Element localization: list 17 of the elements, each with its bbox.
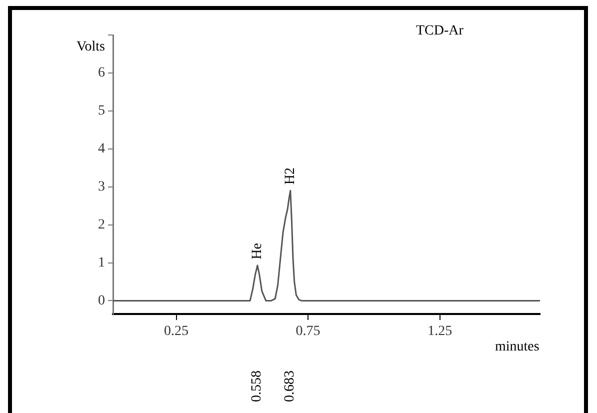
x-axis-title: minutes — [495, 340, 540, 355]
y-tick-label: 0 — [98, 293, 105, 308]
annotation: H2 — [283, 168, 298, 185]
y-tick-label: 2 — [98, 217, 105, 232]
chart-title: TCD-Ar — [416, 24, 464, 39]
y-axis-title: Volts — [76, 40, 105, 55]
x-tick-label: 0.75 — [296, 324, 320, 340]
x-tick-label: 1.25 — [428, 324, 452, 340]
y-tick-label: 1 — [98, 255, 105, 270]
x-tick-label: 0.25 — [164, 324, 189, 340]
y-tick-label: 4 — [98, 142, 105, 157]
y-tick-label: 5 — [98, 104, 105, 119]
y-tick-label: 6 — [98, 66, 105, 81]
annotation: He — [250, 243, 266, 260]
text: 0.558 — [250, 370, 265, 402]
text: 0.683 — [282, 370, 298, 402]
y-tick-label: 3 — [98, 180, 105, 195]
